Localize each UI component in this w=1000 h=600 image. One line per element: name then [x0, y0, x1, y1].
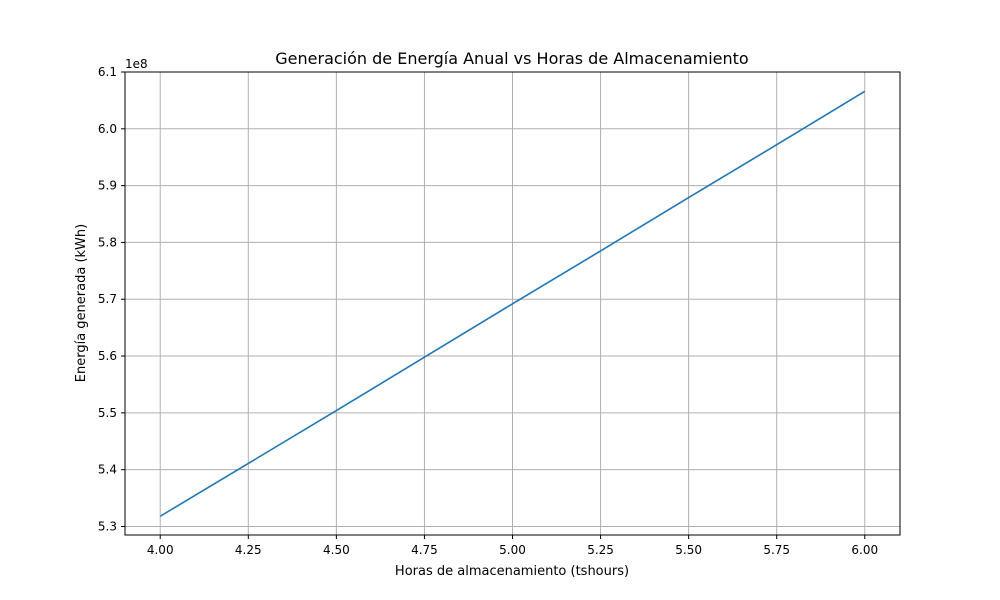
chart-title: Generación de Energía Anual vs Horas de … — [275, 49, 748, 68]
x-axis-label: Horas de almacenamiento (tshours) — [395, 564, 629, 579]
x-tick-label: 4.25 — [235, 543, 262, 557]
x-tick-label: 5.50 — [675, 543, 702, 557]
x-tick-label: 6.00 — [851, 543, 878, 557]
y-tick-label: 5.9 — [98, 179, 117, 193]
x-tick-label: 5.00 — [499, 543, 526, 557]
x-tick-label: 5.25 — [587, 543, 614, 557]
x-tick-label: 4.00 — [147, 543, 174, 557]
y-tick-label: 5.7 — [98, 292, 117, 306]
x-tick-label: 4.50 — [323, 543, 350, 557]
y-tick-label: 6.1 — [98, 65, 117, 79]
y-axis-label: Energía generada (kWh) — [74, 224, 89, 382]
y-tick-label: 5.5 — [98, 406, 117, 420]
y-tick-label: 6.0 — [98, 122, 117, 136]
y-tick-label: 5.4 — [98, 463, 117, 477]
y-tick-label: 5.8 — [98, 235, 117, 249]
x-tick-label: 4.75 — [411, 543, 438, 557]
y-tick-label: 5.6 — [98, 349, 117, 363]
series-line — [159, 90, 866, 517]
y-axis-ticks: 5.3 5.4 5.5 5.6 5.7 5.8 5.9 6.0 6.1 — [98, 65, 125, 533]
y-tick-label: 5.3 — [98, 519, 117, 533]
x-axis-ticks: 4.00 4.25 4.50 4.75 5.00 5.25 5.50 5.75 6.00 — [147, 535, 878, 557]
series-layer — [159, 90, 866, 517]
y-axis-offset-label: 1e8 — [125, 57, 148, 71]
x-tick-label: 5.75 — [763, 543, 790, 557]
